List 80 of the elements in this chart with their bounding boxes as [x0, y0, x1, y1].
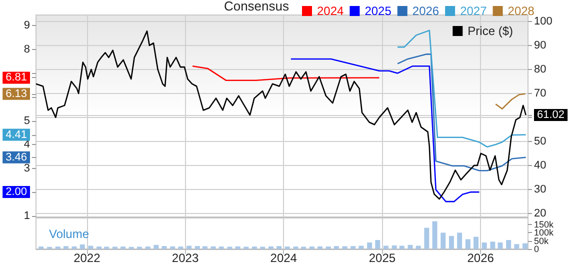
- bar: [474, 236, 478, 249]
- bar: [194, 246, 200, 249]
- y2-tick-label: 50k: [534, 236, 550, 246]
- bar: [465, 239, 470, 249]
- bar: [88, 246, 94, 249]
- bar: [514, 244, 520, 249]
- bar: [210, 246, 216, 249]
- bar: [416, 246, 421, 249]
- y-tick-label: 8: [24, 43, 30, 56]
- y-tick-label: 4.41: [6, 128, 27, 141]
- legend-title: Consensus: [224, 0, 290, 14]
- bar: [202, 246, 208, 249]
- y-tick-label: 1: [24, 210, 30, 222]
- x-tick-label: 2024: [270, 251, 298, 264]
- y-tick-label: 6.81: [6, 72, 27, 84]
- y2-tick-label: 100: [534, 15, 552, 28]
- bar: [399, 246, 404, 249]
- bar: [268, 246, 274, 249]
- bar: [350, 246, 356, 249]
- y2-tick-label: 20: [534, 207, 546, 220]
- bar: [170, 246, 176, 249]
- bar: [63, 246, 68, 249]
- legend-label: 2028: [508, 4, 535, 18]
- x-tick-label: 2022: [74, 251, 101, 264]
- y2-tick-label: 61.02: [537, 108, 565, 121]
- bar: [490, 242, 496, 249]
- y2-tick-label: 0: [534, 244, 540, 254]
- bar: [482, 242, 487, 249]
- y2-tick-label: 150k: [534, 220, 554, 230]
- bar: [375, 240, 380, 249]
- bar: [432, 221, 438, 249]
- legend-label: 2025: [364, 4, 392, 18]
- y2-tick-label: 90: [534, 39, 546, 52]
- bar: [186, 246, 192, 249]
- y2-tick-label: 30: [534, 183, 546, 196]
- bar: [72, 246, 77, 249]
- y2-tick-label: 70: [534, 87, 546, 100]
- legend-label: 2026: [412, 4, 440, 18]
- bar: [162, 246, 167, 249]
- line-series: [290, 58, 480, 202]
- legend-label: 2027: [460, 4, 488, 18]
- line-series: [495, 93, 526, 110]
- y-tick-label: 9: [24, 20, 30, 32]
- legend-label: Price ($): [468, 24, 514, 38]
- text: Volume: [49, 227, 90, 241]
- y2-tick-label: 80: [534, 63, 546, 76]
- y-tick-label: 6.13: [6, 88, 27, 100]
- bar: [384, 246, 389, 249]
- bar: [334, 246, 339, 249]
- x-tick-label: 2025: [368, 251, 396, 264]
- x-tick-label: 2026: [467, 251, 494, 264]
- y-tick-label: 2.00: [6, 186, 27, 198]
- bar: [448, 236, 454, 249]
- line-series: [396, 54, 526, 172]
- bar: [408, 244, 413, 249]
- bar: [498, 242, 503, 249]
- bar: [342, 246, 348, 249]
- y-tick-label: 5: [24, 114, 30, 127]
- bar: [276, 246, 282, 249]
- bar: [80, 244, 85, 249]
- bar: [317, 246, 322, 249]
- y-tick-label: 4: [24, 138, 30, 151]
- bar: [522, 243, 528, 249]
- bar: [154, 244, 159, 249]
- bar: [424, 228, 430, 249]
- x-tick-label: 2023: [172, 251, 199, 264]
- y-tick-label: 3.46: [6, 151, 27, 164]
- bar: [367, 242, 372, 249]
- y-tick-label: 3: [24, 162, 30, 174]
- line-series: [192, 65, 380, 82]
- y2-tick-label: 100k: [534, 228, 554, 238]
- bar: [506, 240, 512, 249]
- bar: [392, 245, 397, 249]
- bar: [440, 232, 446, 249]
- bar: [358, 246, 364, 249]
- y2-tick-label: 50: [534, 135, 546, 148]
- bar: [235, 246, 240, 249]
- bar: [457, 232, 462, 249]
- legend-label: 2024: [317, 4, 344, 18]
- y2-tick-label: 40: [534, 159, 546, 172]
